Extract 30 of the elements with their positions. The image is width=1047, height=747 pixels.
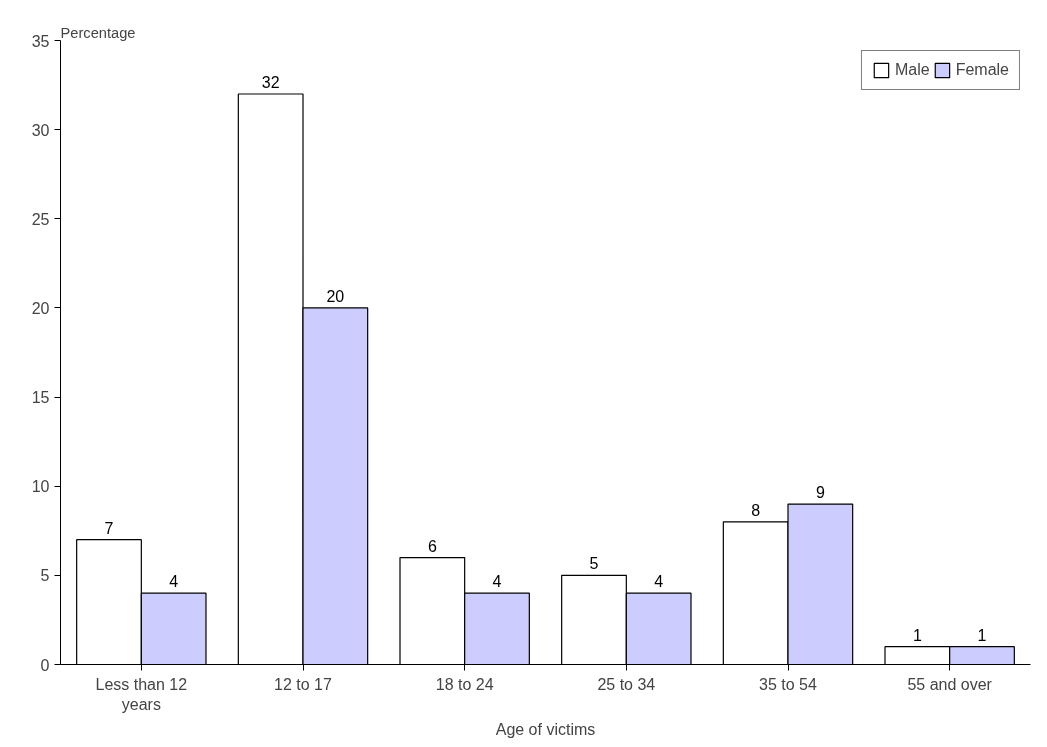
data-label: 4 — [169, 573, 179, 591]
x-tick-label: Less than 12 years — [95, 675, 188, 713]
y-tick-label: 20 — [31, 299, 50, 317]
y-tick-label: 15 — [31, 389, 50, 407]
y-tick-label: 30 — [31, 121, 50, 139]
x-tick-label: 25 to 34 — [597, 675, 656, 693]
legend-label: Male — [894, 61, 930, 79]
x-tick-label: 55 and over — [907, 675, 993, 693]
data-label: 6 — [427, 537, 437, 555]
x-axis-title: Age of victims — [495, 720, 596, 738]
y-tick-label: 10 — [31, 478, 50, 496]
x-tick-label: 35 to 54 — [759, 675, 818, 693]
data-label: 4 — [654, 573, 664, 591]
legend-label: Female — [955, 61, 1009, 79]
y-tick-label: 5 — [40, 567, 50, 585]
data-label: 8 — [751, 501, 761, 519]
data-label: 32 — [261, 73, 280, 91]
data-label: 5 — [589, 555, 599, 573]
y-axis-title: Percentage — [60, 24, 136, 41]
x-tick-label: 18 to 24 — [435, 675, 494, 693]
data-label: 1 — [912, 626, 922, 644]
y-tick-label: 0 — [40, 656, 50, 674]
data-label: 20 — [326, 287, 345, 305]
data-label: 7 — [104, 519, 114, 537]
data-label: 9 — [815, 484, 825, 502]
data-label: 4 — [492, 573, 502, 591]
y-tick-label: 35 — [31, 32, 50, 50]
y-tick-label: 25 — [31, 210, 50, 228]
data-label: 1 — [977, 626, 987, 644]
x-tick-label: 12 to 17 — [274, 675, 333, 693]
